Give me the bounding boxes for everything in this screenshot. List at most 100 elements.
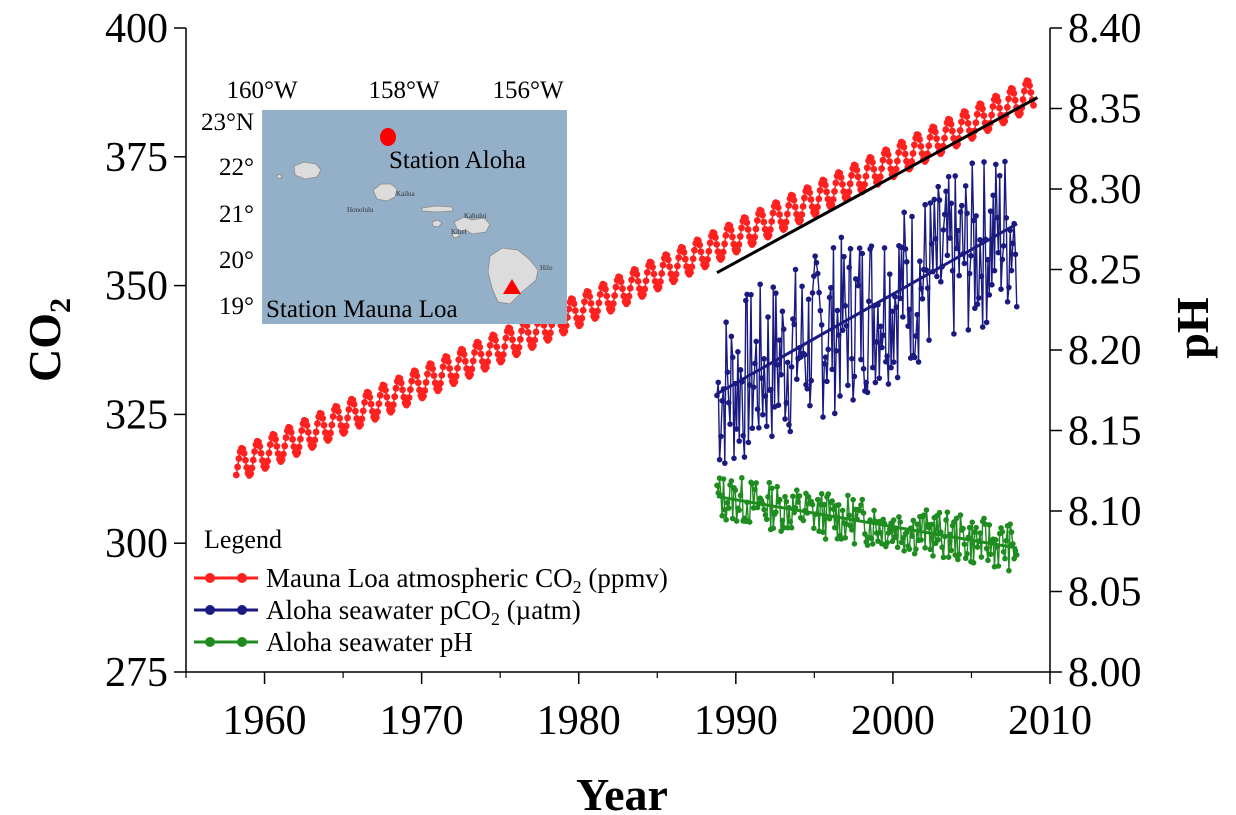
aloha-pco2-point xyxy=(936,197,943,203)
mauna-loa-co2-point xyxy=(592,313,600,321)
mauna-loa-co2-point xyxy=(964,119,972,127)
mauna-loa-co2-point xyxy=(266,441,274,448)
aloha-pco2-point xyxy=(780,326,787,332)
mauna-loa-co2-point xyxy=(633,271,641,278)
mauna-loa-co2-point xyxy=(609,300,617,308)
aloha-pco2-point xyxy=(894,374,901,381)
aloha-pco2-point xyxy=(940,227,947,233)
station-aloha-label: Station Aloha xyxy=(389,147,526,174)
mauna-loa-co2-point xyxy=(848,171,855,179)
mauna-loa-co2-point xyxy=(248,464,256,472)
aloha-ph-point xyxy=(973,524,979,531)
mauna-loa-co2-point xyxy=(838,180,846,188)
mauna-loa-co2-point xyxy=(903,157,910,165)
mauna-loa-co2-point xyxy=(602,285,609,293)
mauna-loa-co2-point xyxy=(524,329,532,336)
aloha-pco2-point xyxy=(969,160,976,167)
aloha-pco2-point xyxy=(809,290,816,296)
mauna-loa-co2-point xyxy=(234,463,241,471)
place-kihei: Kihei xyxy=(451,228,467,236)
aloha-pco2-point xyxy=(938,278,944,285)
aloha-ph-point xyxy=(737,492,744,499)
mauna-loa-co2-point xyxy=(878,165,886,173)
aloha-ph-point xyxy=(995,563,1002,569)
aloha-ph-point xyxy=(956,551,962,558)
aloha-ph-point xyxy=(763,516,770,523)
mauna-loa-co2-point xyxy=(980,112,988,120)
aloha-pco2-point xyxy=(825,346,832,353)
mauna-loa-co2-point xyxy=(620,292,628,300)
mauna-loa-co2-point xyxy=(713,240,721,248)
mauna-loa-co2-point xyxy=(376,391,384,399)
island-lanai xyxy=(431,219,443,228)
aloha-ph-point xyxy=(831,524,838,531)
aloha-pco2-point xyxy=(879,344,885,351)
aloha-ph-point xyxy=(779,517,786,524)
aloha-ph-point xyxy=(762,512,769,518)
mauna-loa-co2-point xyxy=(437,379,444,387)
aloha-pco2-point xyxy=(943,188,949,195)
aloha-ph-point xyxy=(966,524,973,531)
mauna-loa-co2-point xyxy=(482,364,490,371)
mauna-loa-co2-point xyxy=(295,443,303,451)
lat-label-19: 19° xyxy=(219,293,254,320)
mauna-loa-co2-point xyxy=(294,449,302,457)
aloha-ph-point xyxy=(999,528,1006,535)
mauna-loa-co2-point xyxy=(925,142,933,150)
mauna-loa-co2-point xyxy=(760,218,768,226)
mauna-loa-co2-point xyxy=(816,187,824,194)
aloha-pco2-point xyxy=(757,281,763,288)
mauna-loa-co2-point xyxy=(666,263,673,271)
y-tick-label: 275 xyxy=(105,650,168,696)
aloha-ph-point xyxy=(733,518,740,524)
aloha-pco2-point xyxy=(807,402,813,409)
station-mauna-loa-label: Station Mauna Loa xyxy=(266,296,458,323)
mauna-loa-co2-point xyxy=(477,350,485,358)
mauna-loa-co2-point xyxy=(596,291,604,298)
mauna-loa-co2-point xyxy=(752,225,760,233)
mauna-loa-co2-point xyxy=(696,241,704,249)
mauna-loa-co2-point xyxy=(257,449,265,457)
aloha-pco2-point xyxy=(987,208,994,214)
aloha-ph-point xyxy=(814,496,821,503)
mauna-loa-co2-point xyxy=(743,219,751,227)
aloha-pco2-point xyxy=(1010,240,1016,247)
mauna-loa-co2-point xyxy=(636,285,643,293)
mauna-loa-co2-point xyxy=(909,150,917,157)
mauna-loa-co2-point xyxy=(391,393,399,401)
mauna-loa-co2-point xyxy=(776,211,783,218)
mauna-loa-co2-point xyxy=(416,386,423,394)
mauna-loa-co2-point xyxy=(855,180,863,188)
mauna-loa-co2-point xyxy=(934,142,942,150)
mauna-loa-co2-point xyxy=(626,284,634,292)
aloha-ph-point xyxy=(850,496,856,503)
mauna-loa-co2-point xyxy=(498,356,506,364)
lat-label-23n: 23°N xyxy=(201,109,254,136)
mauna-loa-co2-point xyxy=(287,429,295,436)
aloha-pco2-point xyxy=(983,319,990,326)
aloha-pco2-point xyxy=(783,400,790,406)
aloha-ph-point xyxy=(981,515,987,522)
mauna-loa-co2-point xyxy=(642,277,650,285)
aloha-pco2-point xyxy=(996,172,1003,179)
aloha-pco2-point xyxy=(805,296,812,303)
mauna-loa-co2-point xyxy=(451,378,459,386)
x-tick-label: 1990 xyxy=(694,698,778,744)
aloha-ph-point xyxy=(1002,555,1008,562)
mauna-loa-co2-point xyxy=(366,393,374,401)
aloha-ph-point xyxy=(894,544,901,551)
mauna-loa-co2-point xyxy=(273,442,281,450)
mauna-loa-co2-point xyxy=(958,118,965,126)
aloha-ph-point xyxy=(752,486,758,493)
aloha-ph-point xyxy=(769,485,775,492)
aloha-pco2-point xyxy=(958,202,965,209)
mauna-loa-co2-point xyxy=(455,356,463,364)
mauna-loa-co2-point xyxy=(587,299,595,307)
mauna-loa-co2-point xyxy=(1017,109,1024,117)
mauna-loa-co2-point xyxy=(249,456,257,464)
mauna-loa-co2-point xyxy=(334,407,342,415)
aloha-pco2-point xyxy=(919,296,926,302)
mauna-loa-co2-point xyxy=(862,172,870,180)
aloha-ph-point xyxy=(900,535,906,541)
mauna-loa-co2-point xyxy=(438,371,446,379)
